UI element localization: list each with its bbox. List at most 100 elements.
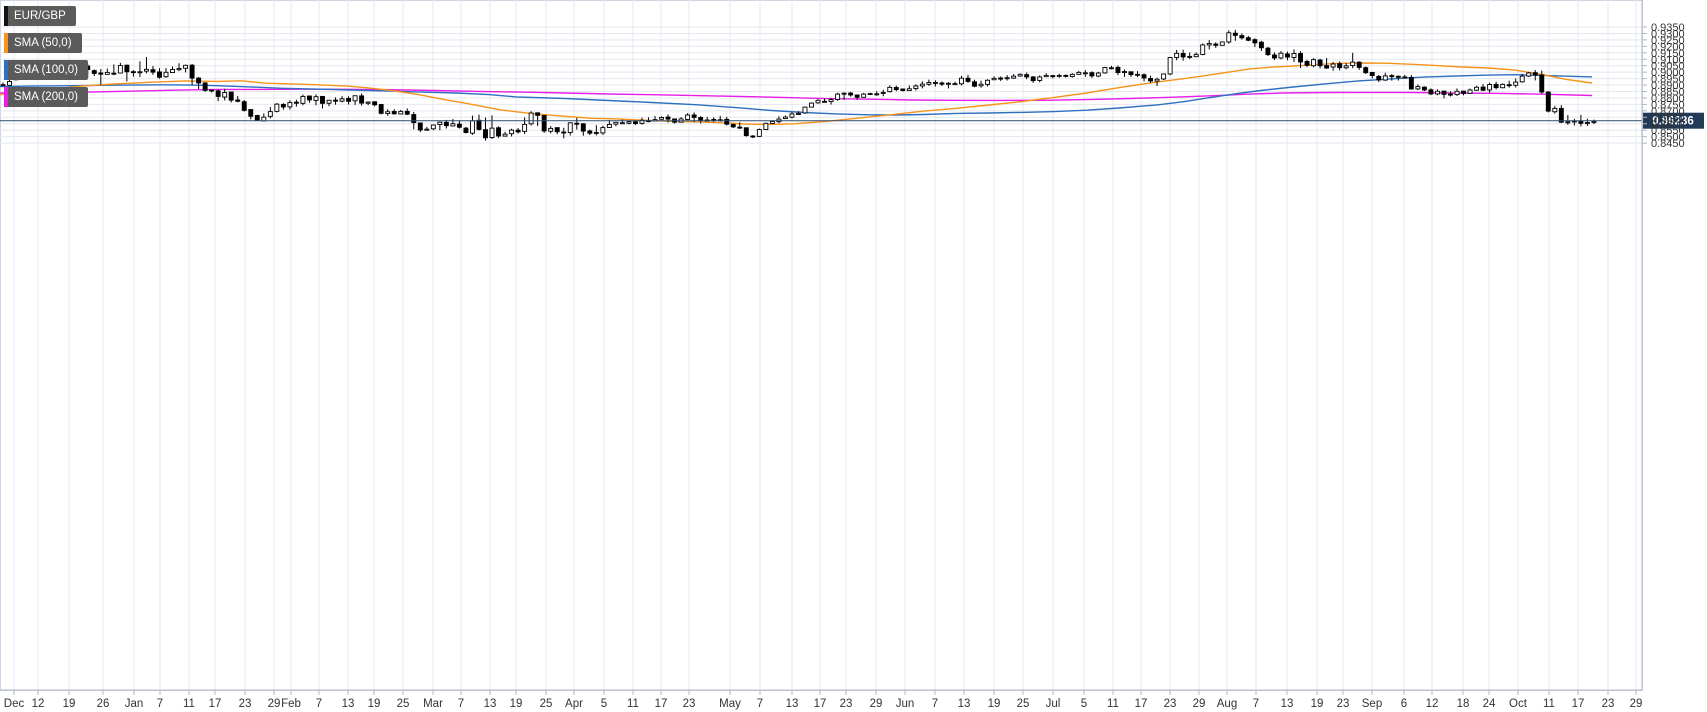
- candle-up: [619, 122, 625, 125]
- y-tick-label: 0.9200: [1651, 41, 1685, 53]
- x-tick-label: 12: [1426, 698, 1439, 710]
- candle-down: [822, 100, 827, 103]
- candle-up: [802, 106, 808, 114]
- candle-down: [554, 127, 560, 133]
- candle-up: [1487, 84, 1493, 91]
- candle-down: [1448, 93, 1453, 96]
- candle-up: [287, 102, 293, 108]
- candle-up: [1591, 120, 1597, 123]
- y-tick-label: 0.8900: [1651, 80, 1685, 92]
- legend-item-sma100[interactable]: SMA (100,0): [4, 60, 88, 80]
- candle-up: [756, 129, 762, 137]
- x-tick-label: 13: [786, 698, 799, 710]
- candle-down: [561, 131, 567, 134]
- candle-down: [378, 104, 384, 114]
- candle-up: [919, 83, 925, 87]
- candle-up: [502, 133, 508, 137]
- x-tick-label: 23: [239, 698, 252, 710]
- x-tick-label: 18: [1457, 698, 1470, 710]
- x-tick-label: 26: [97, 698, 110, 710]
- x-tick-label: 11: [1543, 698, 1555, 710]
- candle-up: [1076, 71, 1082, 75]
- candle-up: [1552, 107, 1558, 113]
- candle-down: [1408, 76, 1414, 90]
- candle-down: [306, 95, 312, 101]
- x-tick-label: 17: [209, 698, 222, 710]
- candle-up: [815, 99, 821, 104]
- x-tick-label: 19: [988, 698, 1001, 710]
- candle-up: [104, 71, 110, 75]
- y-tick-label: 0.9300: [1651, 28, 1685, 40]
- candle-up: [1043, 74, 1049, 78]
- candle-up: [867, 93, 873, 96]
- candle-up: [932, 82, 938, 84]
- x-tick-label: 29: [268, 698, 281, 710]
- candle-up: [1226, 32, 1232, 43]
- candle-down: [1213, 43, 1219, 46]
- candle-down: [743, 127, 749, 137]
- x-tick-label: 11: [1107, 698, 1119, 710]
- candle-up: [874, 93, 880, 96]
- candle-up: [841, 92, 847, 95]
- legend-item-sma50[interactable]: SMA (50,0): [4, 33, 82, 53]
- candle-up: [1584, 122, 1590, 124]
- candle-up: [1122, 71, 1127, 73]
- y-tick-label: 0.8650: [1651, 112, 1685, 124]
- current-price-marker: 0.86236: [0, 112, 1704, 129]
- candle-down: [248, 109, 254, 117]
- candle-up: [685, 114, 691, 120]
- candle-up: [385, 111, 391, 115]
- candle-up: [763, 122, 769, 131]
- candle-up: [1382, 75, 1388, 81]
- candle-up: [176, 68, 182, 71]
- legend-label: SMA (200,0): [14, 91, 78, 103]
- x-tick-label: 23: [1164, 698, 1177, 710]
- candle-up: [163, 71, 169, 78]
- x-tick-label: 29: [870, 698, 883, 710]
- x-tick-label: 25: [540, 698, 553, 710]
- legend-item-sma200[interactable]: SMA (200,0): [4, 87, 88, 107]
- candle-down: [150, 69, 156, 73]
- x-tick-label: Sep: [1362, 698, 1382, 710]
- candle-up: [437, 121, 443, 125]
- candle-up: [952, 83, 958, 86]
- candle-up: [796, 112, 801, 115]
- candle-up: [606, 123, 612, 128]
- candle-down: [130, 71, 136, 74]
- candle-down: [535, 112, 541, 116]
- x-tick-label: 19: [368, 698, 381, 710]
- candle-up: [0, 84, 6, 87]
- candle-down: [496, 127, 501, 137]
- candle-up: [567, 122, 573, 133]
- x-tick-label: 23: [840, 698, 853, 710]
- candle-up: [809, 102, 814, 108]
- candle-up: [1474, 86, 1480, 91]
- candle-down: [1539, 74, 1545, 93]
- candle-down: [1356, 61, 1362, 68]
- candle-up: [1402, 76, 1408, 79]
- candle-up: [1056, 74, 1062, 77]
- candle-down: [1239, 35, 1245, 39]
- candle-down: [443, 121, 449, 127]
- candle-up: [1154, 78, 1160, 82]
- legend-swatch: [4, 60, 8, 80]
- candle-up: [183, 64, 189, 69]
- candle-up: [450, 123, 456, 127]
- x-tick-label: Jul: [1046, 698, 1061, 710]
- x-tick-label: 23: [1602, 698, 1615, 710]
- legend-item-eurgbp[interactable]: EUR/GBP: [4, 6, 76, 26]
- candle-up: [1069, 73, 1075, 77]
- candle-up: [352, 95, 358, 102]
- candle-up: [626, 121, 632, 124]
- candle-up: [430, 124, 436, 130]
- x-tick-label: 7: [1253, 698, 1259, 710]
- candle-down: [998, 77, 1004, 80]
- candle-up: [1037, 76, 1043, 81]
- candle-up: [117, 65, 123, 74]
- candle-up: [1004, 77, 1010, 80]
- x-tick-label: 5: [1081, 698, 1087, 710]
- candle-down: [1369, 71, 1375, 76]
- candle-down: [893, 87, 899, 91]
- candle-down: [848, 92, 854, 96]
- candle-down: [515, 129, 521, 133]
